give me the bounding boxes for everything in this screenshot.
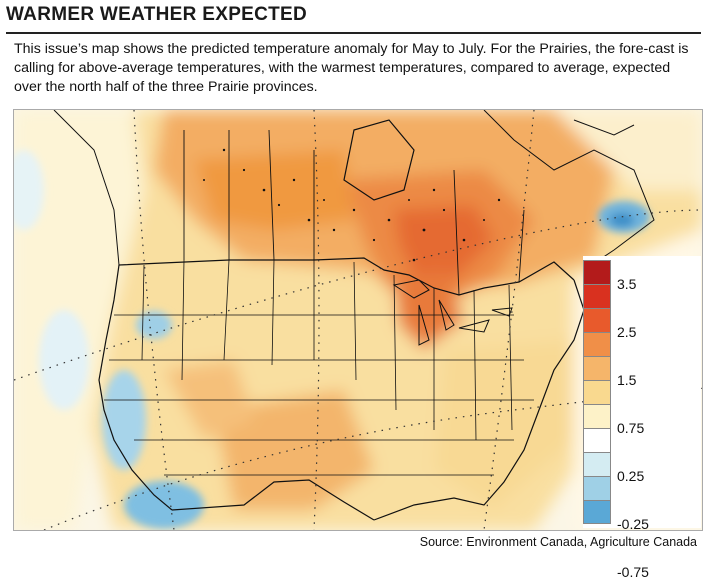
legend-label: -0.75 [617, 564, 649, 580]
legend-swatch [583, 260, 611, 284]
source-credit: Source: Environment Canada, Agriculture … [419, 535, 697, 549]
legend-swatch [583, 356, 611, 380]
legend-swatch [583, 284, 611, 308]
legend-label: 0.75 [617, 420, 645, 436]
legend-swatch [583, 380, 611, 404]
title-rule [6, 32, 701, 34]
legend-label: 0.25 [617, 468, 645, 484]
legend-label: -0.25 [617, 516, 649, 532]
legend-swatch [583, 404, 611, 428]
legend-swatch [583, 452, 611, 476]
legend-label: 3.5 [617, 276, 637, 292]
legend-swatch [583, 500, 611, 524]
legend-swatch [583, 308, 611, 332]
map-title: WARMER WEATHER EXPECTED [6, 4, 308, 25]
legend-swatch [583, 332, 611, 356]
legend-swatch [583, 428, 611, 452]
legend-swatch [583, 476, 611, 500]
map-description: This issue’s map shows the predicted tem… [14, 41, 689, 95]
legend-label: 1.5 [617, 372, 637, 388]
temperature-legend: 3.5 2.5 1.5 0.75 0.25 -0.25 -0.75 [583, 256, 701, 580]
legend-label: 2.5 [617, 324, 637, 340]
